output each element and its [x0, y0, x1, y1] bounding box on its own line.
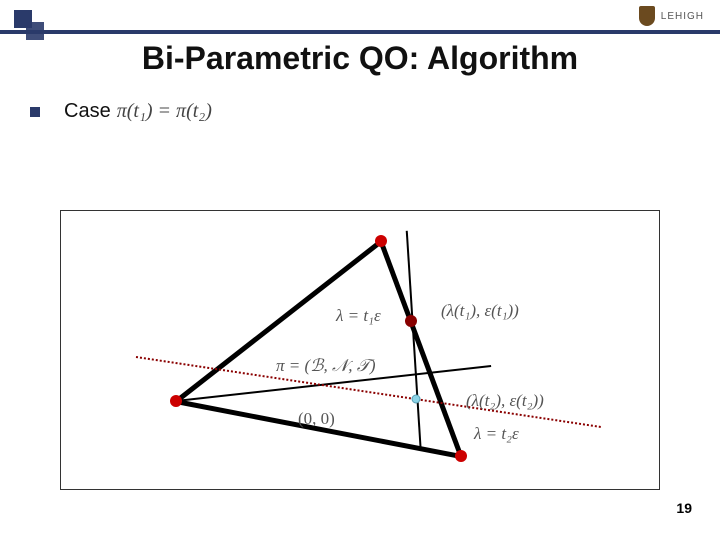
university-logo: LEHIGH	[639, 6, 704, 26]
bullet-row: Case π(t₁) = π(t₂)	[30, 100, 212, 123]
label-pi-bnt: π = (ℬ, 𝒩, 𝒯)	[276, 356, 375, 376]
figure-inner: λ = t₁ε (λ(t₁), ε(t₁)) π = (ℬ, 𝒩, 𝒯) (λ(…	[61, 211, 659, 489]
shield-icon	[639, 6, 655, 26]
label-point-t2: (λ(t₂), ε(t₂))	[466, 391, 544, 411]
label-point-t1: (λ(t₁), ε(t₁))	[441, 301, 519, 321]
figure-box: λ = t₁ε (λ(t₁), ε(t₁)) π = (ℬ, 𝒩, 𝒯) (λ(…	[60, 210, 660, 490]
logo-text: LEHIGH	[661, 11, 704, 22]
label-lambda-t2: λ = t₂ε	[474, 424, 519, 444]
label-origin: (0, 0)	[298, 409, 335, 429]
vertex-a	[375, 235, 387, 247]
slide: LEHIGH Bi-Parametric QO: Algorithm Case …	[0, 0, 720, 540]
triangle-edge	[379, 240, 464, 457]
bullet-text: Case π(t₁) = π(t₂)	[64, 100, 212, 123]
point-t1	[405, 315, 417, 327]
label-lambda-t1: λ = t₁ε	[336, 306, 381, 326]
bullet-label: Case	[64, 100, 111, 123]
bullet-icon	[30, 107, 40, 117]
page-number: 19	[676, 500, 692, 516]
vertex-b	[170, 395, 182, 407]
bullet-formula: π(t₁) = π(t₂)	[117, 100, 212, 123]
header-bar	[0, 0, 720, 32]
slide-title: Bi-Parametric QO: Algorithm	[0, 40, 720, 77]
intersection-point	[412, 395, 421, 404]
header-underline	[0, 30, 720, 34]
label-origin-text: (0, 0)	[298, 409, 335, 428]
vertex-c	[455, 450, 467, 462]
